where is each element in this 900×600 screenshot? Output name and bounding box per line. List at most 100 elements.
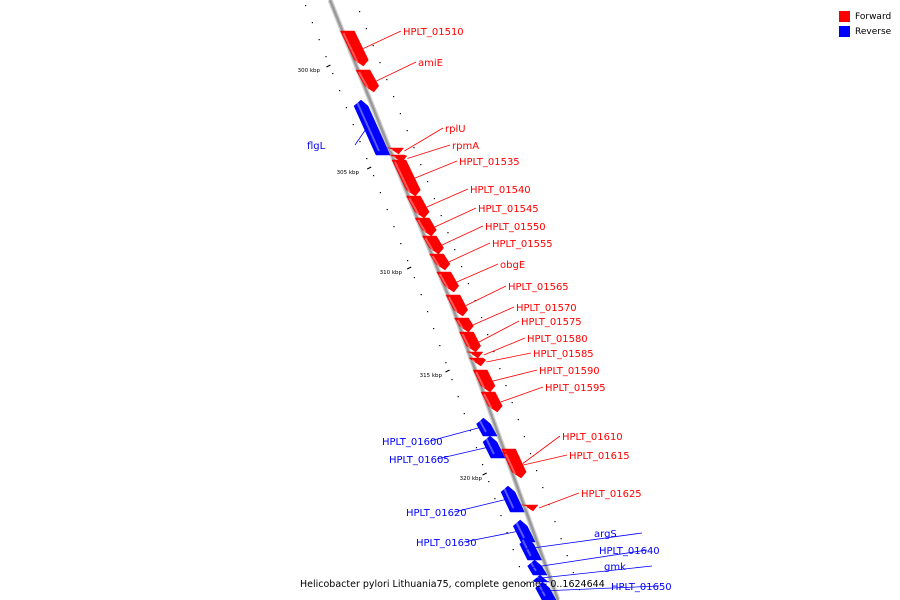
leader-line	[376, 61, 417, 82]
minor-tick-left	[359, 141, 361, 143]
minor-tick-left	[524, 583, 527, 585]
leader-line	[404, 127, 444, 152]
gene-highlight	[478, 419, 487, 433]
leader-line	[540, 585, 660, 592]
gene-block	[454, 317, 474, 333]
leader-line	[522, 435, 561, 464]
minor-tick-right	[536, 470, 538, 472]
minor-tick-left	[379, 192, 381, 194]
minor-tick-left	[318, 39, 320, 41]
leader-line	[448, 242, 491, 263]
gene-highlight	[456, 319, 464, 329]
gene-highlight	[471, 359, 476, 363]
gene-label: HPLT_01540	[470, 185, 531, 196]
major-tick	[326, 64, 331, 68]
leader-line	[456, 263, 499, 283]
gene-block	[480, 391, 503, 413]
gene-highlight	[392, 156, 397, 159]
gene-label: HPLT_01580	[527, 334, 588, 345]
leader-line	[486, 352, 532, 363]
minor-tick-left	[325, 56, 327, 58]
gene-block	[445, 294, 469, 317]
gene-label: argS	[594, 529, 617, 540]
leader-line	[500, 386, 544, 403]
minor-tick-left	[420, 294, 422, 296]
minor-tick-right	[365, 28, 367, 30]
gene-highlight	[461, 333, 471, 349]
gene-highlight	[448, 296, 458, 313]
leader-line	[363, 30, 402, 49]
leader-line	[426, 188, 469, 208]
gene-label: HPLT_01625	[581, 489, 642, 500]
minor-tick-left	[339, 90, 341, 92]
minor-tick-right	[399, 113, 401, 115]
minor-tick-right	[372, 45, 374, 47]
major-tick	[482, 472, 487, 476]
forward-swatch	[839, 11, 850, 22]
minor-tick-right	[529, 453, 532, 455]
minor-tick-right	[420, 164, 422, 166]
leader-line	[429, 426, 482, 442]
gene-label: HPLT_01630	[416, 538, 477, 549]
gene-label: HPLT_01605	[389, 455, 450, 466]
minor-tick-right	[433, 198, 435, 200]
gene-highlight	[417, 219, 427, 233]
minor-tick-right	[523, 436, 525, 438]
gene-highlight	[438, 273, 449, 289]
gene-label: HPLT_01650	[611, 582, 672, 593]
legend-forward: Forward	[839, 9, 891, 24]
gene-highlight	[529, 561, 537, 572]
minor-tick-left	[407, 260, 409, 262]
gene-highlight	[394, 161, 411, 193]
minor-tick-right	[393, 96, 395, 98]
minor-tick-left	[457, 396, 459, 398]
minor-tick-left	[475, 447, 478, 449]
minor-tick-left	[488, 481, 490, 483]
gene-label: gmk	[604, 562, 626, 573]
gene-block	[353, 99, 391, 156]
minor-tick-left	[373, 175, 375, 177]
minor-tick-right	[379, 62, 381, 64]
minor-tick-left	[305, 5, 307, 7]
gene-label: HPLT_01535	[459, 157, 520, 168]
minor-tick-right	[566, 555, 568, 557]
gene-block	[421, 235, 444, 255]
minor-tick-right	[413, 147, 415, 149]
leader-line	[483, 337, 526, 356]
major-tick	[445, 369, 450, 373]
gene-highlight	[431, 255, 440, 267]
minor-tick-right	[467, 283, 469, 285]
tick-label: 310 kbp	[380, 270, 403, 276]
gene-label: HPLT_01615	[569, 451, 630, 462]
leader-line	[465, 285, 507, 306]
leader-line	[463, 530, 520, 543]
gene-label: HPLT_01570	[516, 303, 577, 314]
gene-block	[521, 504, 539, 512]
minor-tick-right	[572, 572, 574, 574]
minor-tick-left	[494, 498, 496, 500]
major-tick	[366, 166, 372, 170]
gene-label: HPLT_01545	[478, 204, 539, 215]
leader-line	[434, 207, 477, 228]
minor-tick-right	[517, 419, 519, 421]
gene-label: HPLT_01550	[485, 222, 546, 233]
minor-tick-left	[500, 515, 502, 517]
minor-tick-left	[332, 73, 334, 75]
gene-label: HPLT_01565	[508, 282, 569, 293]
leader-line	[453, 498, 508, 513]
gene-label: rpmA	[452, 141, 479, 152]
gene-label: obgE	[500, 260, 525, 271]
minor-tick-right	[554, 521, 556, 523]
gene-block	[436, 271, 460, 293]
tick-label: 300 kbp	[298, 68, 321, 74]
legend-forward-label: Forward	[855, 11, 892, 22]
leader-line	[493, 369, 538, 382]
legend: Forward Reverse	[839, 9, 891, 39]
gene-block	[429, 253, 451, 271]
minor-tick-right	[406, 130, 408, 132]
leader-line	[525, 532, 643, 550]
minor-tick-left	[469, 430, 471, 432]
minor-tick-left	[345, 107, 347, 109]
minor-tick-left	[439, 345, 441, 347]
